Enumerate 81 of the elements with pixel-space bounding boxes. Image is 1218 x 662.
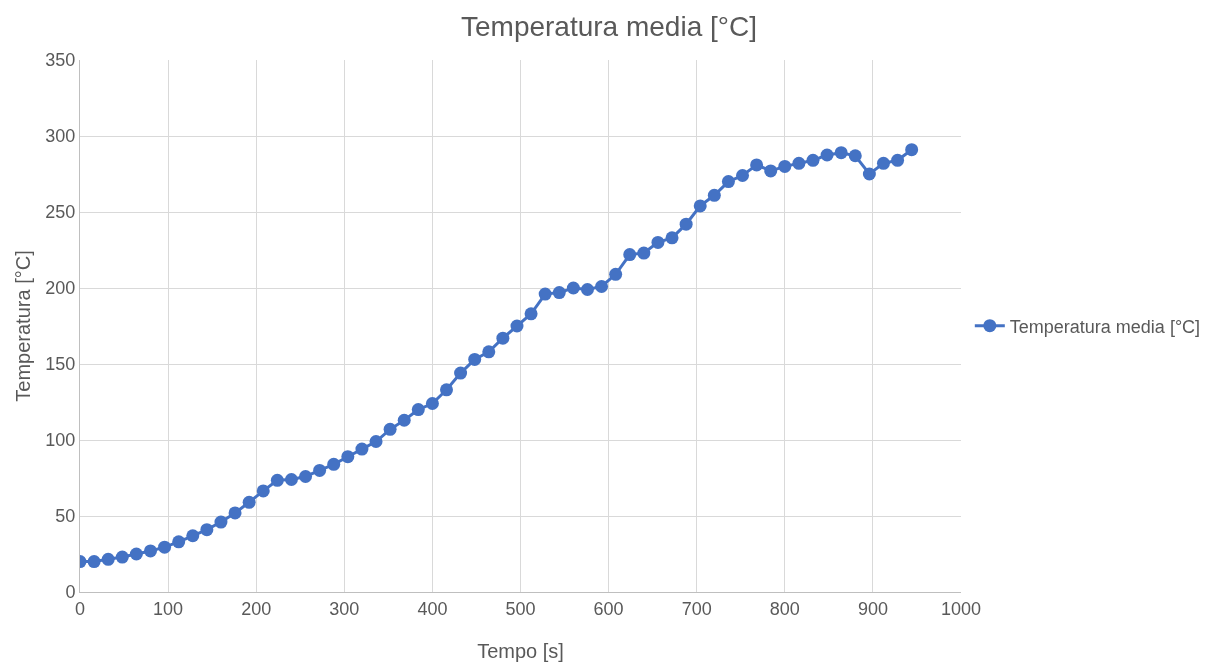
point [129,547,143,561]
point [143,544,157,558]
point [369,435,383,449]
point [327,457,341,471]
point [721,175,735,189]
point [397,413,411,427]
y-tick-label: 150 [45,354,76,375]
point [524,307,538,321]
point [341,450,355,464]
point [440,383,453,397]
point [806,153,820,167]
point [411,403,425,417]
point [214,515,228,529]
point [242,495,256,509]
point [158,540,172,554]
y-tick-label: 0 [65,582,76,603]
x-tick-label: 700 [681,598,712,619]
point [764,164,778,178]
point [270,473,284,487]
point [623,248,637,262]
x-tick-label: 800 [769,598,800,619]
point [651,235,665,249]
point [496,331,510,345]
point [679,217,693,231]
x-tick-label: 900 [857,598,888,619]
point [299,469,313,483]
point [750,158,764,172]
x-tick-label: 1000 [940,598,982,619]
point [707,188,721,202]
point [468,352,482,366]
point [665,231,679,245]
y-axis-title: Temperatura [°C] [12,250,34,402]
point [876,156,890,170]
x-tick-label: 400 [417,598,448,619]
point [609,267,623,281]
y-tick-label: 250 [45,202,76,223]
point [693,199,707,213]
point [115,550,129,564]
legend-label: Temperatura media [°C] [1009,316,1201,337]
point [355,442,369,456]
point [566,281,580,295]
point [87,555,101,569]
x-axis-title: Tempo [s] [477,640,564,662]
point [891,153,905,167]
point [228,506,242,520]
point [313,463,327,477]
x-tick-label: 500 [505,598,536,619]
point [383,422,397,436]
x-tick-label: 200 [241,598,272,619]
y-tick-label: 50 [55,506,76,527]
point [834,146,848,160]
chart-title: Temperatura media [°C] [461,11,757,43]
point [820,148,834,162]
point [186,529,200,543]
point [200,523,214,537]
point [510,319,524,333]
y-tick-label: 100 [45,430,76,451]
point [552,286,566,300]
point [538,287,552,301]
point [862,167,876,181]
x-tick-label: 300 [329,598,360,619]
point [482,345,496,359]
point [284,473,298,487]
y-tick-label: 200 [45,278,76,299]
y-tick-label: 350 [45,50,76,71]
point [256,484,270,498]
x-tick-label: 600 [593,598,624,619]
point [425,397,439,411]
point [778,159,792,173]
x-tick-label: 100 [153,598,184,619]
point [792,156,806,170]
point [454,366,468,380]
point [637,246,651,260]
y-tick-label: 300 [45,126,76,147]
point [172,535,186,549]
point [905,143,919,157]
point [848,149,862,163]
point [736,169,750,183]
point [595,279,609,293]
point [101,552,115,566]
point [580,283,594,297]
